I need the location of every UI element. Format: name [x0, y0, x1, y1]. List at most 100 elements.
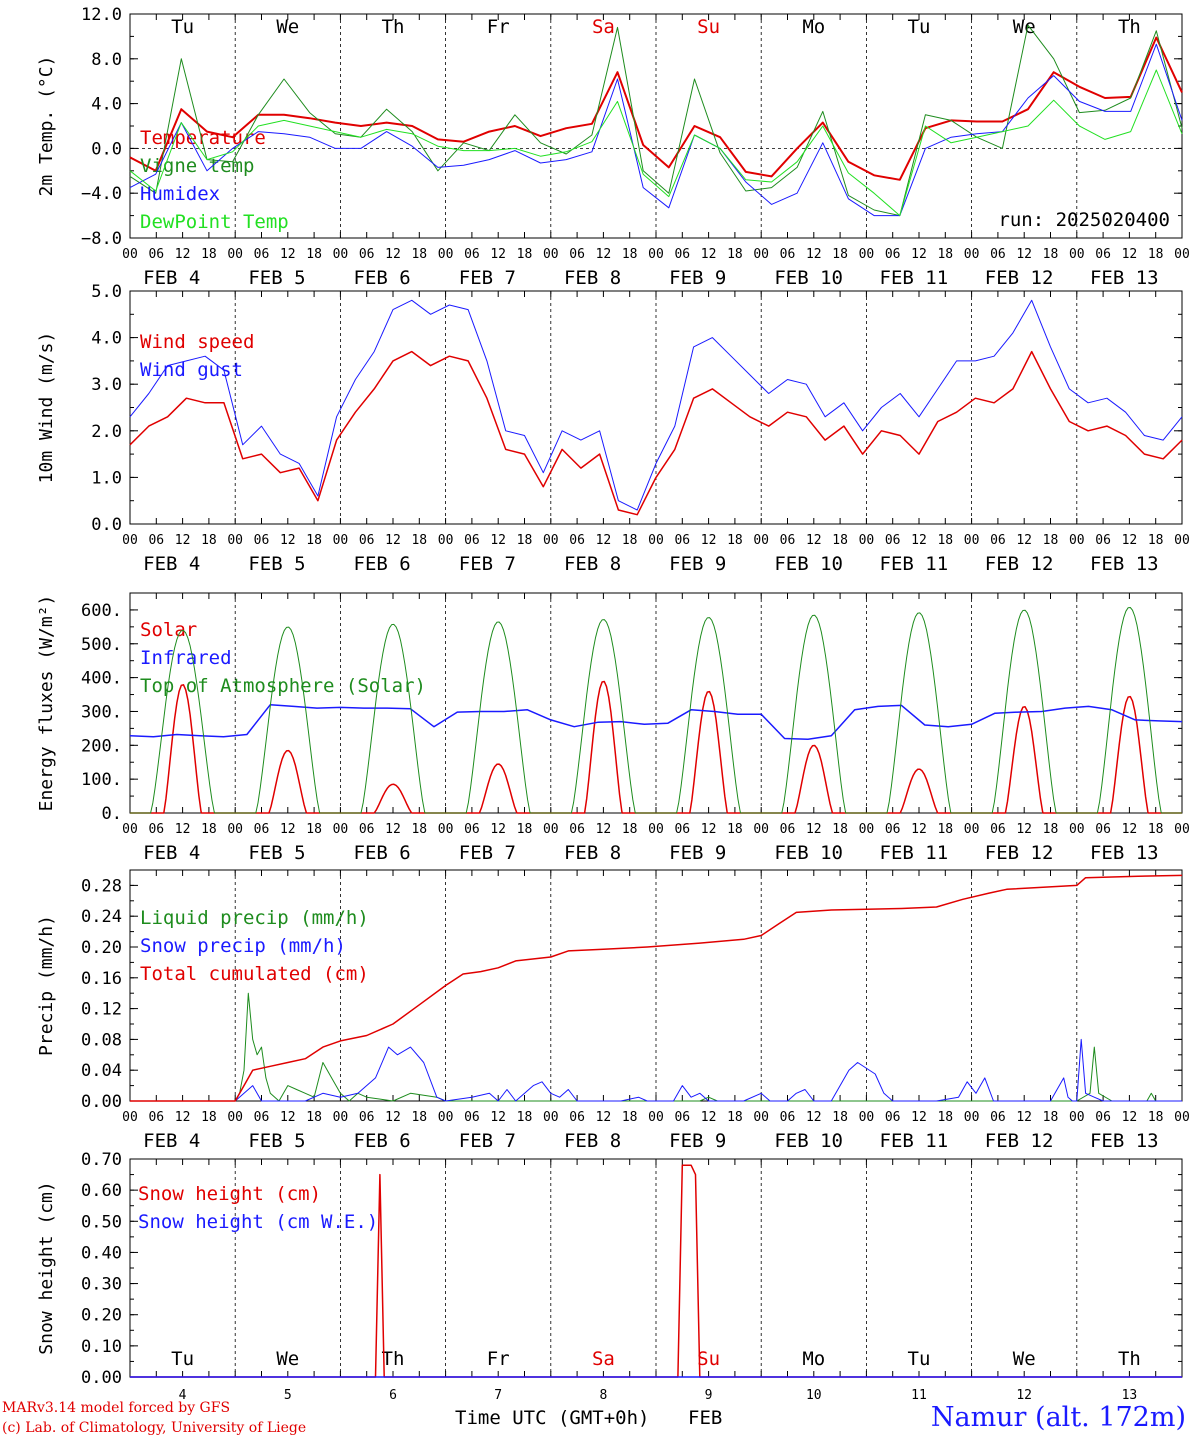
x-tick-label: 18	[1148, 533, 1164, 548]
y-tick-label: 1.0	[91, 468, 122, 488]
series-line-snow-precip-mm-h-	[130, 1038, 1182, 1102]
x-tick-label: 18	[1043, 1110, 1059, 1125]
x-tick-label: 00	[648, 822, 664, 837]
series-line-vigne-temp	[129, 24, 1183, 217]
x-tick-label: 12	[280, 1110, 296, 1125]
weekday-label: Su	[697, 1348, 720, 1370]
y-tick-label: 5.0	[91, 282, 122, 302]
day-number-label: 4	[179, 1388, 187, 1403]
legend-entry: Humidex	[140, 183, 220, 205]
x-tick-label: 18	[201, 533, 217, 548]
x-axis-month: FEB	[688, 1407, 722, 1429]
day-number-label: 11	[911, 1388, 927, 1403]
x-tick-label: 12	[1016, 1110, 1032, 1125]
x-date-label: FEB 7	[459, 267, 516, 289]
x-tick-label: 12	[596, 1110, 612, 1125]
x-tick-label: 00	[543, 822, 559, 837]
station-name: Namur (alt. 172m)	[930, 1402, 1186, 1433]
x-date-label: FEB 7	[459, 553, 516, 575]
x-tick-label: 06	[464, 1110, 480, 1125]
y-tick-label: 500.	[81, 635, 122, 655]
x-tick-label: 06	[885, 822, 901, 837]
x-tick-label: 06	[780, 822, 796, 837]
x-tick-label: 06	[885, 1110, 901, 1125]
y-tick-label: 0.30	[81, 1275, 122, 1295]
x-date-label: FEB 8	[564, 267, 621, 289]
x-tick-label: 00	[227, 1110, 243, 1125]
y-tick-label: 8.0	[91, 50, 122, 70]
x-tick-label: 18	[1043, 247, 1059, 262]
x-tick-label: 12	[701, 533, 717, 548]
x-tick-label: 12	[701, 247, 717, 262]
y-tick-label: 0.40	[81, 1243, 122, 1263]
x-tick-label: 18	[622, 1110, 638, 1125]
weekday-label: We	[1013, 16, 1036, 38]
x-tick-label: 00	[543, 1110, 559, 1125]
weekday-label: Tu	[171, 16, 194, 38]
weekday-label: Fr	[487, 1348, 510, 1370]
x-tick-label: 00	[964, 533, 980, 548]
x-date-label: FEB 12	[985, 1130, 1054, 1152]
x-date-label: FEB 9	[669, 1130, 726, 1152]
x-tick-label: 12	[280, 822, 296, 837]
x-tick-label: 06	[674, 533, 690, 548]
y-axis-label: Snow height (cm)	[36, 1181, 57, 1354]
legend-entry: Vigne temp	[140, 155, 254, 177]
x-date-label: FEB 9	[669, 267, 726, 289]
x-tick-label: 18	[937, 1110, 953, 1125]
x-tick-label: 00	[859, 247, 875, 262]
weekday-label: Th	[382, 1348, 405, 1370]
run-label: run: 2025020400	[998, 209, 1170, 231]
x-tick-label: 06	[254, 1110, 270, 1125]
x-tick-label: 12	[806, 822, 822, 837]
day-number-label: 12	[1016, 1388, 1032, 1403]
x-tick-label: 12	[490, 247, 506, 262]
x-date-label: FEB 7	[459, 1130, 516, 1152]
x-date-label: FEB 11	[880, 267, 949, 289]
panel-2: 5.0 4.0 3.0 2.0 1.0 0.0 10m Wind (m/s) 00 06 12 18…	[36, 282, 1190, 575]
x-tick-label: 18	[201, 822, 217, 837]
x-tick-label: 06	[359, 822, 375, 837]
x-tick-label: 18	[201, 1110, 217, 1125]
x-tick-label: 12	[806, 1110, 822, 1125]
x-date-label: FEB 11	[880, 553, 949, 575]
y-tick-label: 0.00	[81, 1092, 122, 1112]
x-tick-label: 12	[1016, 822, 1032, 837]
x-date-label: FEB 5	[248, 553, 305, 575]
x-tick-label: 06	[780, 1110, 796, 1125]
x-tick-label: 00	[1069, 247, 1085, 262]
y-axis-label: 2m Temp. (°C)	[36, 56, 57, 197]
legend-entry: Wind speed	[140, 331, 254, 353]
x-tick-label: 12	[490, 533, 506, 548]
x-tick-label: 18	[306, 533, 322, 548]
y-tick-label: 0.0	[91, 515, 122, 535]
weekday-label: Mo	[802, 1348, 825, 1370]
series-line-snow-height-cm-	[130, 1164, 1182, 1378]
x-tick-label: 00	[122, 822, 138, 837]
x-tick-label: 18	[832, 247, 848, 262]
x-tick-label: 12	[701, 1110, 717, 1125]
y-tick-label: 200.	[81, 736, 122, 756]
x-tick-label: 12	[175, 247, 191, 262]
x-date-label: FEB 12	[985, 553, 1054, 575]
x-tick-label: 00	[964, 822, 980, 837]
x-date-label: FEB 4	[143, 1130, 200, 1152]
x-tick-label: 18	[622, 533, 638, 548]
x-tick-label: 06	[359, 247, 375, 262]
x-tick-label: 00	[543, 247, 559, 262]
legend-entry: Snow height (cm)	[138, 1183, 321, 1205]
y-tick-label: 0.16	[81, 969, 122, 989]
legend-entry: Top of Atmosphere (Solar)	[140, 675, 426, 697]
legend-entry: Infrared	[140, 647, 232, 669]
x-tick-label: 18	[411, 822, 427, 837]
x-tick-label: 12	[806, 247, 822, 262]
x-date-label: FEB 6	[354, 267, 411, 289]
x-tick-label: 18	[622, 822, 638, 837]
x-tick-label: 12	[385, 1110, 401, 1125]
x-date-label: FEB 6	[354, 1130, 411, 1152]
x-tick-label: 00	[1174, 247, 1190, 262]
x-tick-label: 06	[885, 533, 901, 548]
x-tick-label: 12	[911, 533, 927, 548]
x-tick-label: 00	[333, 822, 349, 837]
x-tick-label: 06	[1095, 822, 1111, 837]
